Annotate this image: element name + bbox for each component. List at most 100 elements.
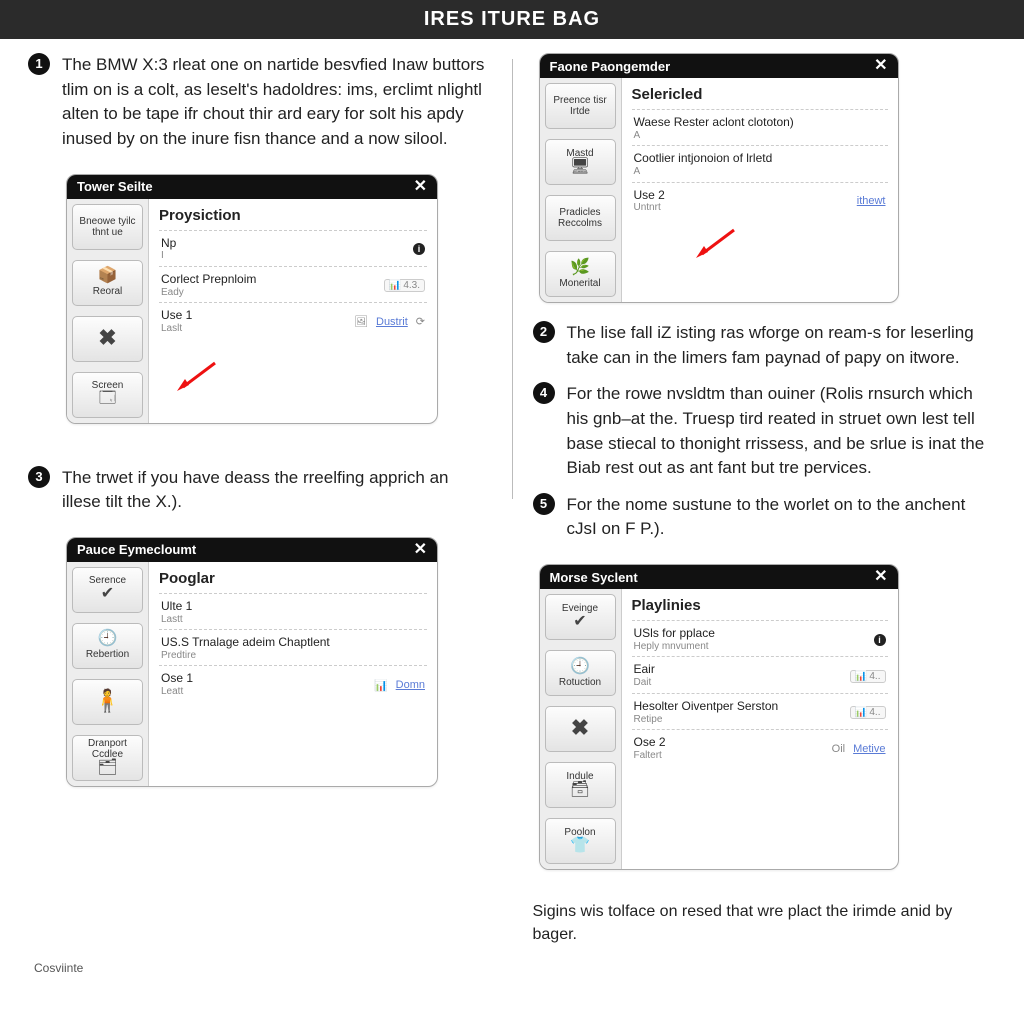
step-3-badge: 3 (28, 466, 50, 488)
sidebar: Eveinge✔ 🕘Rotuction ✖ Indule🗃 Poolon👕 (540, 589, 622, 869)
sidebar-item-eveinge[interactable]: Eveinge✔ (545, 594, 616, 640)
close-icon[interactable]: ✕ (874, 58, 887, 74)
step-1-badge: 1 (28, 53, 50, 75)
link-ithewt[interactable]: ithewt (857, 195, 886, 207)
sidebar-item-person[interactable]: 🧍 (72, 679, 143, 725)
plant-icon: 🌿 (570, 260, 590, 276)
closing-text: Sigins wis tolface on resed that wre pla… (533, 900, 997, 946)
titlebar: Morse Syclent ✕ (540, 565, 898, 589)
clock-icon: 🕘 (98, 631, 118, 647)
row-use1[interactable]: Use 1Laslt 🖼Dustrit⟳ (159, 302, 427, 338)
info-icon[interactable]: i (413, 243, 425, 255)
step-4: 4 For the rowe nvsldtm than ouiner (Roli… (533, 382, 997, 481)
step-5-text: For the nome sustune to the worlet on to… (567, 493, 997, 542)
sidebar-item-indule[interactable]: Indule🗃 (545, 762, 616, 808)
sidebar: Serence✔ 🕘Rebertion 🧍 Dranport Ccdlee🗂 (67, 562, 149, 786)
box-icon: 📦 (98, 268, 118, 284)
sidebar-item-x[interactable]: ✖ (545, 706, 616, 752)
link-metive[interactable]: Metive (853, 743, 885, 755)
row-hesolter[interactable]: Hesolter Oiventper SerstonRetipe 📊 4.. (632, 693, 888, 729)
sidebar-item-bneowe[interactable]: Bneowe tyilc thnt ue (72, 204, 143, 250)
sidebar: Preence tisr Irtde Mastd🖥 Pradicles Recc… (540, 78, 622, 302)
badge: 📊 4.. (850, 706, 886, 719)
row-usls[interactable]: USls for pplaceHeply mnvument i (632, 620, 888, 656)
footer-text: Cosviinte (0, 955, 1024, 981)
callout-arrow-icon (696, 228, 736, 258)
close-icon[interactable]: ✕ (414, 179, 427, 195)
check-icon: ✔ (573, 614, 586, 630)
window-title: Faone Paongemder (550, 59, 671, 74)
sidebar-item-x[interactable]: ✖ (72, 316, 143, 362)
file-icon: 🗃 (570, 782, 590, 798)
window-title: Tower Seilte (77, 179, 153, 194)
page-body: 1 The BMW X:3 rleat one on nartide besvf… (0, 39, 1024, 955)
folder-icon: 🗂 (97, 760, 117, 776)
step-2: 2 The lise fall iZ isting ras wforge on … (533, 321, 997, 370)
sidebar-item-rotuction[interactable]: 🕘Rotuction (545, 650, 616, 696)
sidebar-item-mastd[interactable]: Mastd🖥 (545, 139, 616, 185)
row-waese[interactable]: Waese Rester aclont clototon)A (632, 109, 888, 145)
step-5-badge: 5 (533, 493, 555, 515)
content-title: Playlinies (632, 597, 888, 614)
row-ose1[interactable]: Ose 1Leatt 📊Domn (159, 665, 427, 701)
sidebar-item-pradicles[interactable]: Pradicles Reccolms (545, 195, 616, 241)
sidebar-item-monerital[interactable]: 🌿Monerital (545, 251, 616, 297)
step-3-text: The trwet if you have deass the rreelfin… (62, 466, 492, 515)
row-uss[interactable]: US.S Trnalage adeim ChaptlentPredtire (159, 629, 427, 665)
sidebar-item-rebertion[interactable]: 🕘Rebertion (72, 623, 143, 669)
step-3: 3 The trwet if you have deass the rreelf… (28, 466, 492, 515)
badge: 📊 4.. (850, 670, 886, 683)
sidebar-item-screen[interactable]: Screen🗔 (72, 372, 143, 418)
row-np[interactable]: NpI i (159, 230, 427, 266)
sidebar-item-poolon[interactable]: Poolon👕 (545, 818, 616, 864)
content-pane: Pooglar Ulte 1Lastt US.S Trnalage adeim … (149, 562, 437, 786)
row-eair[interactable]: EairDait 📊 4.. (632, 656, 888, 692)
step-4-text: For the rowe nvsldtm than ouiner (Rolis … (567, 382, 997, 481)
screen-icon: 🗔 (99, 391, 116, 407)
content-pane: Selericled Waese Rester aclont clototon)… (622, 78, 898, 302)
titlebar: Pauce Eymecloumt ✕ (67, 538, 437, 562)
window-tower-seilte: Tower Seilte ✕ Bneowe tyilc thnt ue 📦Reo… (66, 174, 438, 424)
step-5: 5 For the nome sustune to the worlet on … (533, 493, 997, 542)
sidebar-item-dranport[interactable]: Dranport Ccdlee🗂 (72, 735, 143, 781)
window-body: Bneowe tyilc thnt ue 📦Reoral ✖ Screen🗔 P… (67, 199, 437, 423)
page-header: IRES ITURE BAG (0, 0, 1024, 39)
row-ose2[interactable]: Ose 2Faltert OilMetive (632, 729, 888, 765)
window-title: Morse Syclent (550, 570, 638, 585)
left-column: 1 The BMW X:3 rleat one on nartide besvf… (28, 53, 492, 947)
row-cootlier[interactable]: Cootlier intjonoion of lrletdA (632, 145, 888, 181)
callout-arrow-icon (177, 361, 217, 391)
link-domn[interactable]: Domn (396, 679, 425, 691)
loop-icon: ⟳ (416, 315, 425, 328)
content-title: Proysiction (159, 207, 427, 224)
window-pauce: Pauce Eymecloumt ✕ Serence✔ 🕘Rebertion 🧍… (66, 537, 438, 787)
check-icon: ✔ (101, 586, 114, 602)
content-pane: Playlinies USls for pplaceHeply mnvument… (622, 589, 898, 869)
link-dustrit[interactable]: Dustrit (376, 316, 408, 328)
close-icon[interactable]: ✕ (874, 569, 887, 585)
x-icon: ✖ (571, 717, 589, 739)
sidebar-item-preence[interactable]: Preence tisr Irtde (545, 83, 616, 129)
badge: 📊 4.3. (384, 279, 425, 292)
sidebar-item-reoral[interactable]: 📦Reoral (72, 260, 143, 306)
oil-icon: Oil (832, 743, 845, 755)
step-4-badge: 4 (533, 382, 555, 404)
info-icon[interactable]: i (874, 634, 886, 646)
chart-icon: 📊 (374, 679, 388, 692)
content-title: Selericled (632, 86, 888, 103)
row-ulte1[interactable]: Ulte 1Lastt (159, 593, 427, 629)
row-use2[interactable]: Use 2Untnrt ithewt (632, 182, 888, 218)
window-title: Pauce Eymecloumt (77, 542, 196, 557)
sidebar-item-serence[interactable]: Serence✔ (72, 567, 143, 613)
clock-icon: 🕘 (570, 659, 590, 675)
refresh-icon: 🖼 (354, 315, 368, 328)
window-morse: Morse Syclent ✕ Eveinge✔ 🕘Rotuction ✖ In… (539, 564, 899, 870)
step-1-text: The BMW X:3 rleat one on nartide besvfie… (62, 53, 492, 152)
monitor-icon: 🖥 (570, 159, 590, 175)
step-2-text: The lise fall iZ isting ras wforge on re… (567, 321, 997, 370)
content-title: Pooglar (159, 570, 427, 587)
titlebar: Tower Seilte ✕ (67, 175, 437, 199)
row-corlect[interactable]: Corlect PrepnloimEady 📊 4.3. (159, 266, 427, 302)
content-pane: Proysiction NpI i Corlect PrepnloimEady … (149, 199, 437, 423)
close-icon[interactable]: ✕ (414, 542, 427, 558)
